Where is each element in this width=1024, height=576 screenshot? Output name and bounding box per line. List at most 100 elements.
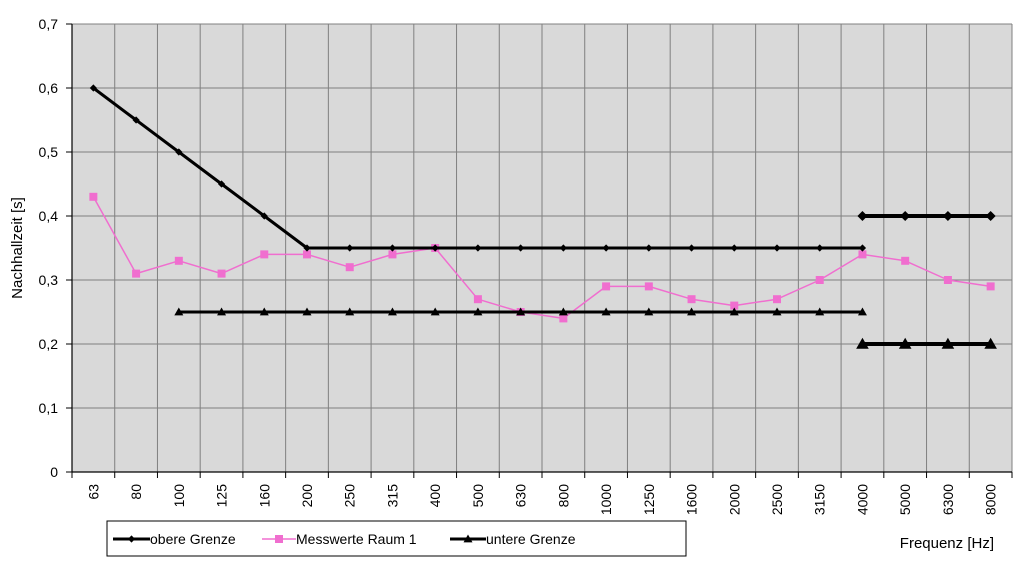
x-tick-label: 160 bbox=[256, 484, 272, 508]
data-point bbox=[259, 307, 269, 316]
x-tick-label: 100 bbox=[171, 484, 187, 508]
x-tick-label: 8000 bbox=[983, 484, 999, 515]
data-point bbox=[815, 307, 825, 316]
series-group bbox=[89, 84, 997, 349]
data-point bbox=[856, 337, 869, 349]
data-point bbox=[898, 337, 912, 349]
data-point bbox=[858, 250, 867, 259]
data-point bbox=[602, 244, 610, 252]
legend-item-untere-grenze: untere Grenze bbox=[450, 531, 576, 547]
data-point bbox=[303, 244, 311, 252]
data-point bbox=[388, 244, 397, 252]
x-tick-label: 2000 bbox=[726, 484, 742, 515]
data-point bbox=[387, 307, 397, 316]
data-point bbox=[217, 307, 227, 316]
data-point bbox=[985, 210, 996, 222]
data-point bbox=[217, 269, 226, 278]
data-point bbox=[89, 192, 98, 201]
data-point bbox=[174, 307, 184, 316]
x-tick-label: 500 bbox=[470, 484, 486, 508]
data-point bbox=[175, 148, 183, 156]
legend-box bbox=[106, 520, 687, 557]
data-point bbox=[601, 307, 611, 316]
x-tick-label: 250 bbox=[342, 484, 358, 508]
data-point bbox=[773, 244, 781, 252]
data-point bbox=[346, 244, 354, 252]
data-point bbox=[941, 337, 955, 349]
legend-marker bbox=[127, 535, 136, 543]
data-point bbox=[984, 337, 997, 349]
data-point bbox=[900, 210, 911, 222]
legend-marker bbox=[275, 535, 283, 543]
data-point bbox=[858, 244, 867, 252]
data-point bbox=[943, 276, 952, 284]
data-point bbox=[729, 307, 739, 316]
data-point bbox=[559, 244, 567, 252]
data-point bbox=[473, 295, 482, 304]
data-point bbox=[559, 314, 568, 323]
x-tick-label: 63 bbox=[85, 484, 101, 500]
legend-marker bbox=[463, 534, 473, 543]
legend-label: Messwerte Raum 1 bbox=[296, 531, 417, 547]
data-point bbox=[474, 244, 482, 252]
y-axis-ticks: 0 0,1 0,2 0,3 0,4 0,5 0,6 0,7 bbox=[39, 16, 72, 480]
data-point bbox=[687, 295, 696, 304]
x-tick-label: 5000 bbox=[897, 484, 913, 515]
data-point bbox=[816, 244, 824, 252]
x-tick-label: 1600 bbox=[684, 484, 700, 515]
y-tick-label: 0,2 bbox=[39, 336, 59, 352]
legend-label: obere Grenze bbox=[150, 531, 236, 547]
data-point bbox=[602, 282, 611, 291]
data-point bbox=[644, 307, 654, 316]
data-point bbox=[303, 250, 311, 259]
x-tick-label: 800 bbox=[555, 484, 571, 508]
data-point bbox=[772, 307, 782, 316]
legend-item-obere-grenze: obere Grenze bbox=[113, 531, 236, 547]
x-tick-label: 630 bbox=[513, 484, 529, 508]
data-point bbox=[132, 269, 141, 278]
data-point bbox=[345, 307, 355, 316]
data-point bbox=[260, 212, 268, 220]
x-tick-label: 3150 bbox=[812, 484, 828, 515]
x-tick-label: 6300 bbox=[940, 484, 956, 515]
data-point bbox=[730, 301, 739, 310]
x-tick-label: 125 bbox=[214, 484, 230, 508]
data-point bbox=[430, 307, 440, 316]
series-messwerte-raum-1 bbox=[89, 192, 995, 323]
data-point bbox=[901, 256, 910, 265]
x-tick-label: 315 bbox=[384, 484, 400, 508]
legend: obere Grenze Messwerte Raum 1 untere Grenz… bbox=[106, 520, 687, 557]
y-tick-label: 0 bbox=[50, 464, 58, 480]
y-tick-label: 0,1 bbox=[39, 400, 59, 416]
y-tick-label: 0,3 bbox=[39, 272, 59, 288]
data-point bbox=[644, 282, 653, 291]
data-point bbox=[516, 307, 526, 316]
x-tick-label: 200 bbox=[299, 484, 315, 508]
y-tick-label: 0,5 bbox=[39, 144, 59, 160]
x-tick-label: 1000 bbox=[598, 484, 614, 515]
data-point bbox=[302, 307, 312, 316]
data-point bbox=[857, 210, 868, 222]
data-point bbox=[260, 250, 269, 259]
data-point bbox=[857, 307, 867, 316]
data-point bbox=[773, 295, 781, 304]
x-axis-title: Frequenz [Hz] bbox=[900, 535, 994, 552]
y-axis-title: Nachhallzeit [s] bbox=[9, 197, 26, 299]
series-obere-grenze bbox=[89, 84, 996, 252]
series-line bbox=[92, 196, 991, 320]
data-point bbox=[473, 307, 483, 316]
y-tick-label: 0,6 bbox=[39, 80, 59, 96]
x-tick-label: 1250 bbox=[641, 484, 657, 515]
legend-item-messwerte-raum-1: Messwerte Raum 1 bbox=[262, 531, 417, 547]
data-point bbox=[217, 180, 226, 188]
data-point bbox=[986, 282, 995, 291]
data-point bbox=[645, 244, 653, 252]
legend-label: untere Grenze bbox=[486, 531, 576, 547]
series-untere-grenze bbox=[174, 307, 997, 349]
data-point bbox=[730, 244, 738, 252]
data-point bbox=[942, 210, 953, 222]
y-tick-label: 0,4 bbox=[39, 208, 59, 224]
data-point bbox=[815, 276, 824, 284]
data-point bbox=[388, 250, 397, 259]
